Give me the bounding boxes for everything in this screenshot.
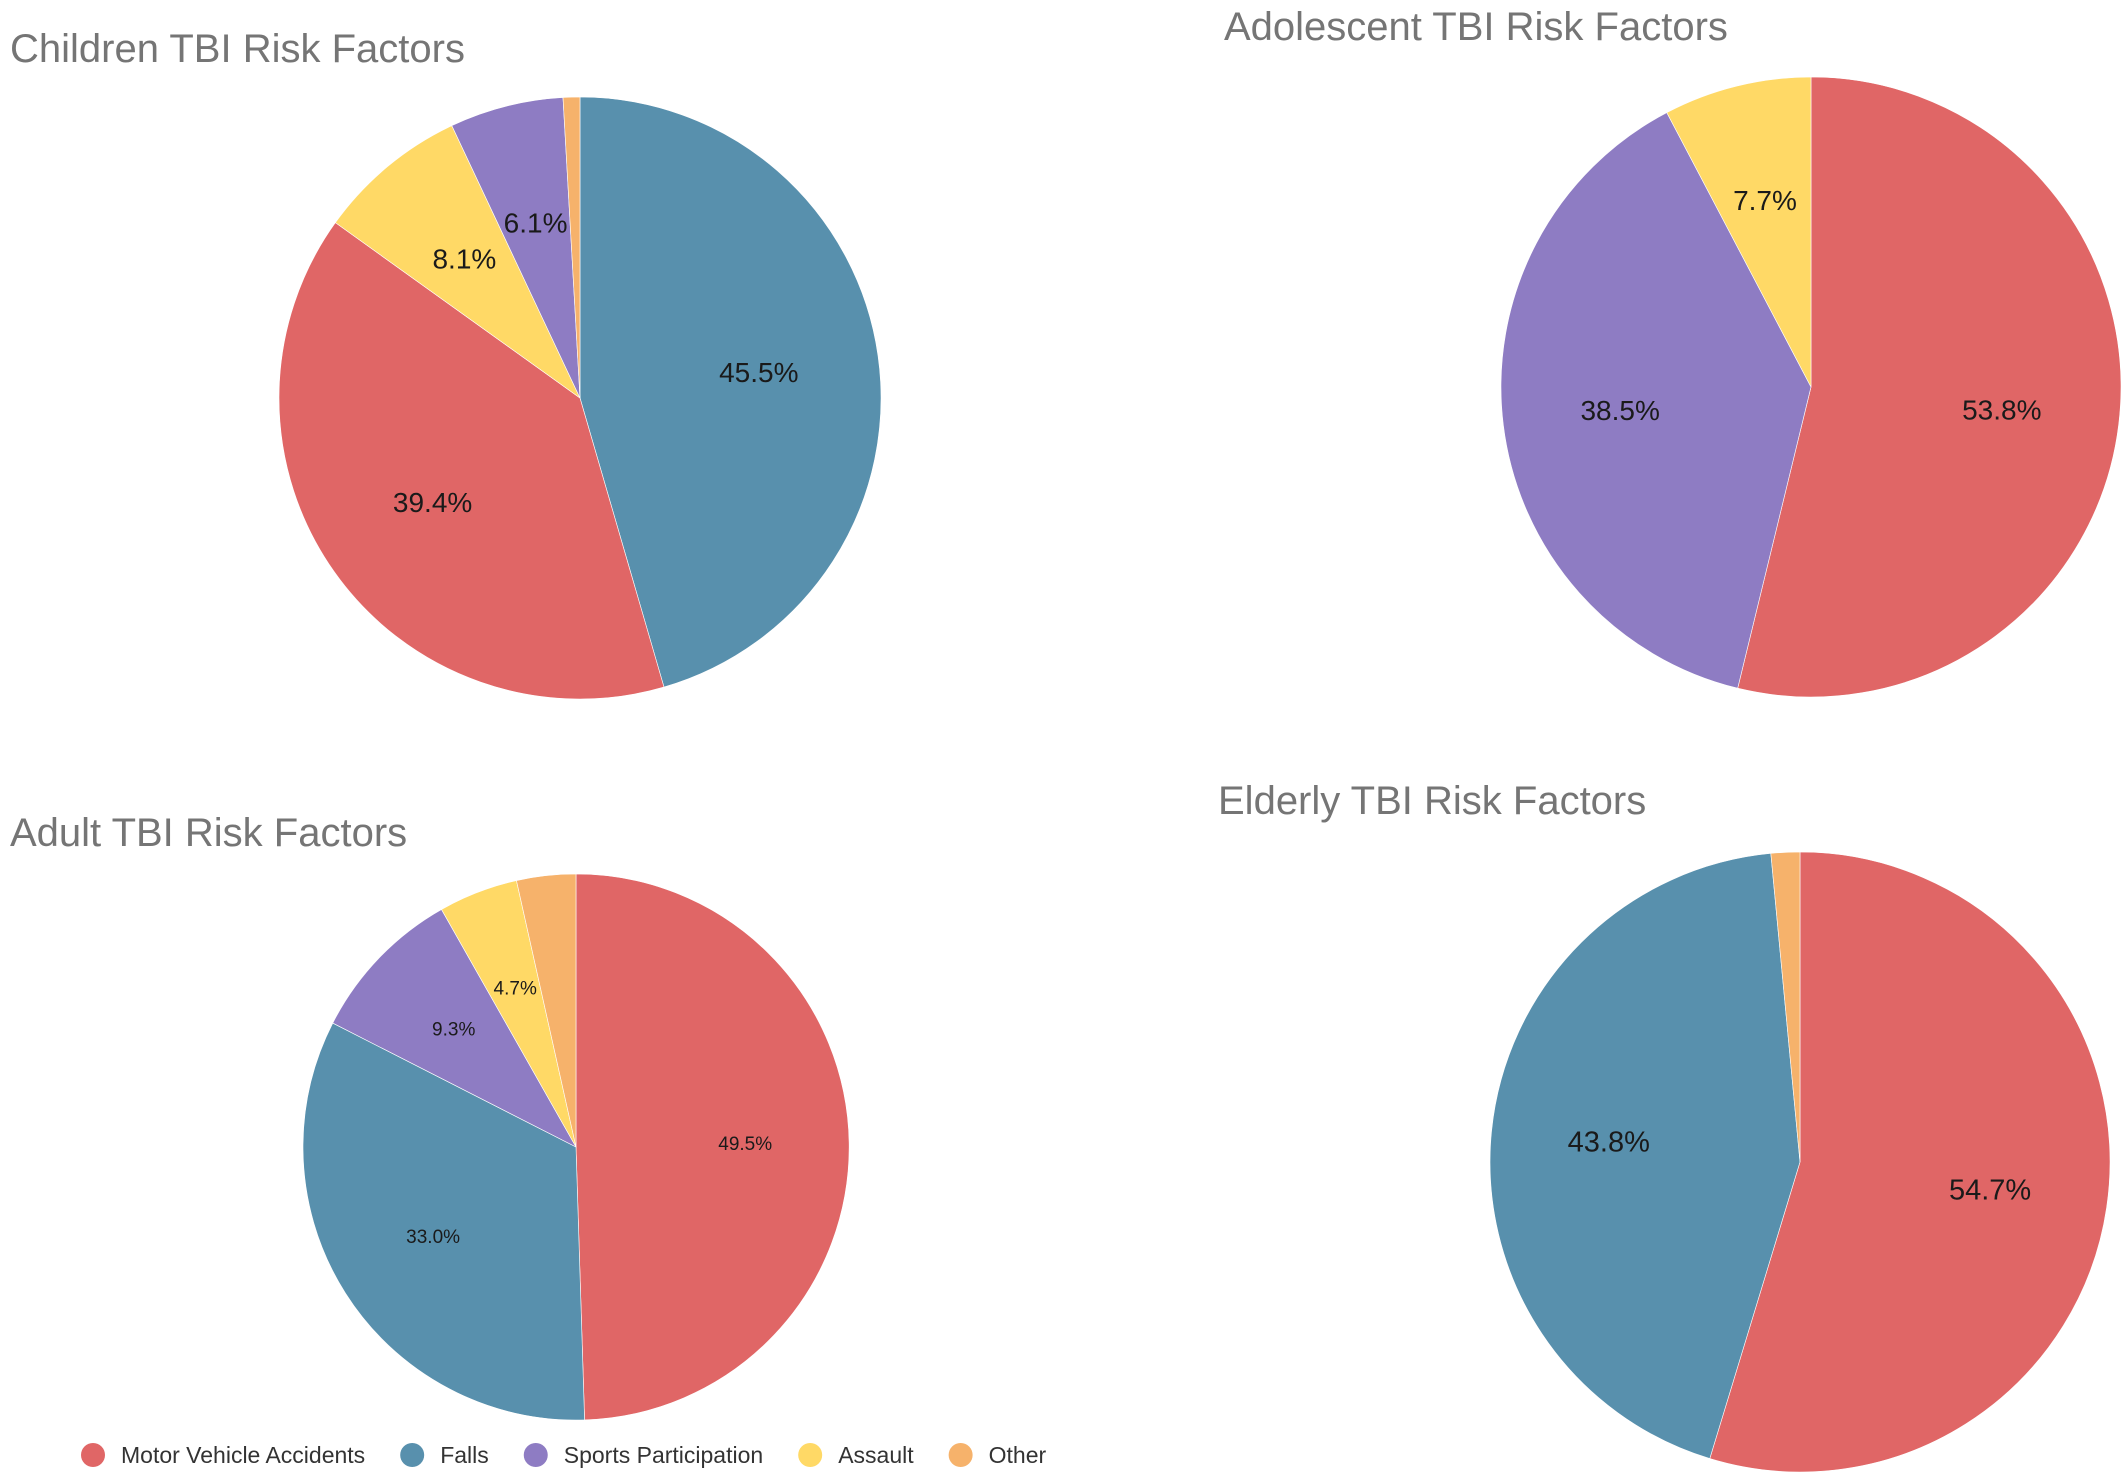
slice-label-motor-vehicle-accidents: 53.8% xyxy=(1962,394,2041,425)
charts-layer: Children TBI Risk Factors 45.5% 39.4% 8.1% 6… xyxy=(10,5,2122,1473)
slice-label-assault: 4.7% xyxy=(494,979,537,1000)
pie-slice-motor-vehicle-accidents xyxy=(575,873,850,1421)
legend-swatch-sports-participation xyxy=(523,1443,548,1467)
legend-label: Falls xyxy=(440,1442,489,1468)
pie-slice-falls xyxy=(1489,853,1801,1459)
pie-slice-motor-vehicle-accidents xyxy=(1709,851,2111,1473)
legend-label: Other xyxy=(989,1442,1047,1468)
legend-swatch-other xyxy=(948,1443,973,1467)
legend-item-sports-participation: Sports Participation xyxy=(523,1442,763,1468)
legend-swatch-assault xyxy=(798,1443,823,1467)
slice-label-assault: 8.1% xyxy=(432,244,496,275)
pie-chart-elderly-tbi-risk-factors: Elderly TBI Risk Factors 54.7% 43.8% xyxy=(1218,779,2111,1473)
legend-label: Sports Participation xyxy=(564,1442,763,1468)
legend-item-assault: Assault xyxy=(798,1442,914,1468)
pie-chart-children-tbi-risk-factors: Children TBI Risk Factors 45.5% 39.4% 8.1% 6… xyxy=(10,27,882,700)
legend-swatch-motor-vehicle-accidents xyxy=(81,1443,105,1467)
pie-chart-adult-tbi-risk-factors: Adult TBI Risk Factors 49.5% 33.0% 9.3% 4.7% xyxy=(10,811,850,1421)
slice-label-motor-vehicle-accidents: 49.5% xyxy=(718,1134,772,1155)
slice-label-assault: 7.7% xyxy=(1733,185,1797,216)
slice-label-falls: 33.0% xyxy=(406,1227,460,1248)
pie-slice-motor-vehicle-accidents xyxy=(278,222,665,700)
slice-label-sports-participation: 38.5% xyxy=(1580,395,1659,426)
slice-label-falls: 45.5% xyxy=(719,357,798,388)
slice-label-falls: 43.8% xyxy=(1568,1127,1650,1159)
slice-label-motor-vehicle-accidents: 54.7% xyxy=(1949,1174,2031,1206)
pie-slice-assault xyxy=(334,125,581,399)
slice-label-motor-vehicle-accidents: 39.4% xyxy=(393,487,472,518)
chart-title: Adolescent TBI Risk Factors xyxy=(1224,5,1728,49)
slice-label-sports-participation: 9.3% xyxy=(432,1020,475,1041)
pie-slice-sports-participation xyxy=(332,909,577,1148)
pie-slice-motor-vehicle-accidents xyxy=(1737,76,2122,698)
pie-slice-other xyxy=(1770,851,1801,1163)
legend-item-motor-vehicle-accidents: Motor Vehicle Accidents xyxy=(81,1442,365,1468)
chart-title: Elderly TBI Risk Factors xyxy=(1218,779,1646,823)
chart-title: Children TBI Risk Factors xyxy=(10,27,465,71)
pie-slice-sports-participation xyxy=(1500,112,1812,689)
chart-title: Adult TBI Risk Factors xyxy=(10,811,407,855)
legend: Motor Vehicle Accidents Falls Sports Parti… xyxy=(81,1442,1046,1468)
pie-chart-adolescent-tbi-risk-factors: Adolescent TBI Risk Factors 53.8% 38.5% 7.7… xyxy=(1224,5,2122,698)
legend-label: Motor Vehicle Accidents xyxy=(121,1442,365,1468)
pie-slice-falls xyxy=(302,1022,585,1421)
pie-slice-assault xyxy=(1666,76,1812,388)
legend-swatch-falls xyxy=(400,1443,425,1467)
legend-label: Assault xyxy=(838,1442,914,1468)
legend-item-falls: Falls xyxy=(400,1442,489,1468)
pie-slice-falls xyxy=(579,96,882,688)
slice-label-sports-participation: 6.1% xyxy=(504,207,568,238)
pie-slice-other xyxy=(562,96,581,399)
pie-slice-other xyxy=(516,873,577,1148)
legend-item-other: Other xyxy=(948,1442,1047,1468)
